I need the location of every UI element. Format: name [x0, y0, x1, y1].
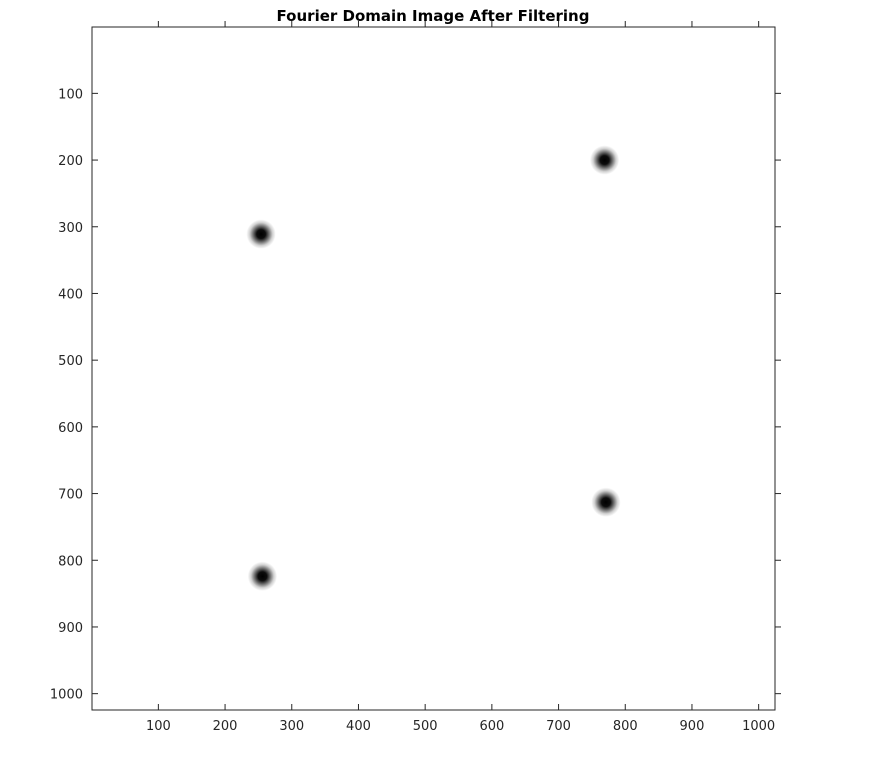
x-axis: 100 200 300 400 500 600 700 800 900 1000 [146, 21, 775, 734]
y-tick-label: 100 [58, 87, 83, 102]
y-tick-label: 1000 [50, 688, 83, 703]
y-tick-label: 400 [58, 287, 83, 302]
y-tick-label: 500 [58, 354, 83, 369]
x-tick-label: 300 [279, 719, 304, 734]
x-tick-label: 800 [613, 719, 638, 734]
x-tick-label: 600 [479, 719, 504, 734]
y-tick-label: 200 [58, 154, 83, 169]
y-tick-label: 700 [58, 488, 83, 503]
spot-2 [246, 219, 276, 249]
y-tick-label: 300 [58, 221, 83, 236]
y-tick-label: 800 [58, 554, 83, 569]
y-tick-label: 900 [58, 621, 83, 636]
x-tick-label: 500 [413, 719, 438, 734]
spot-3 [591, 487, 621, 517]
x-tick-label: 200 [213, 719, 238, 734]
axes-frame [91, 26, 776, 711]
x-tick-label: 900 [680, 719, 705, 734]
spot-4 [247, 561, 278, 591]
x-tick-label: 400 [346, 719, 371, 734]
x-tick-label: 1000 [742, 719, 775, 734]
x-tick-label: 100 [146, 719, 171, 734]
plot-area [92, 27, 775, 710]
y-tick-label: 600 [58, 421, 83, 436]
spot-1 [589, 145, 620, 175]
y-axis: 100 200 300 400 500 600 700 800 900 1000 [50, 87, 781, 703]
x-tick-label: 700 [546, 719, 571, 734]
spots-layer [246, 145, 621, 591]
chart-title: Fourier Domain Image After Filtering [277, 7, 590, 25]
